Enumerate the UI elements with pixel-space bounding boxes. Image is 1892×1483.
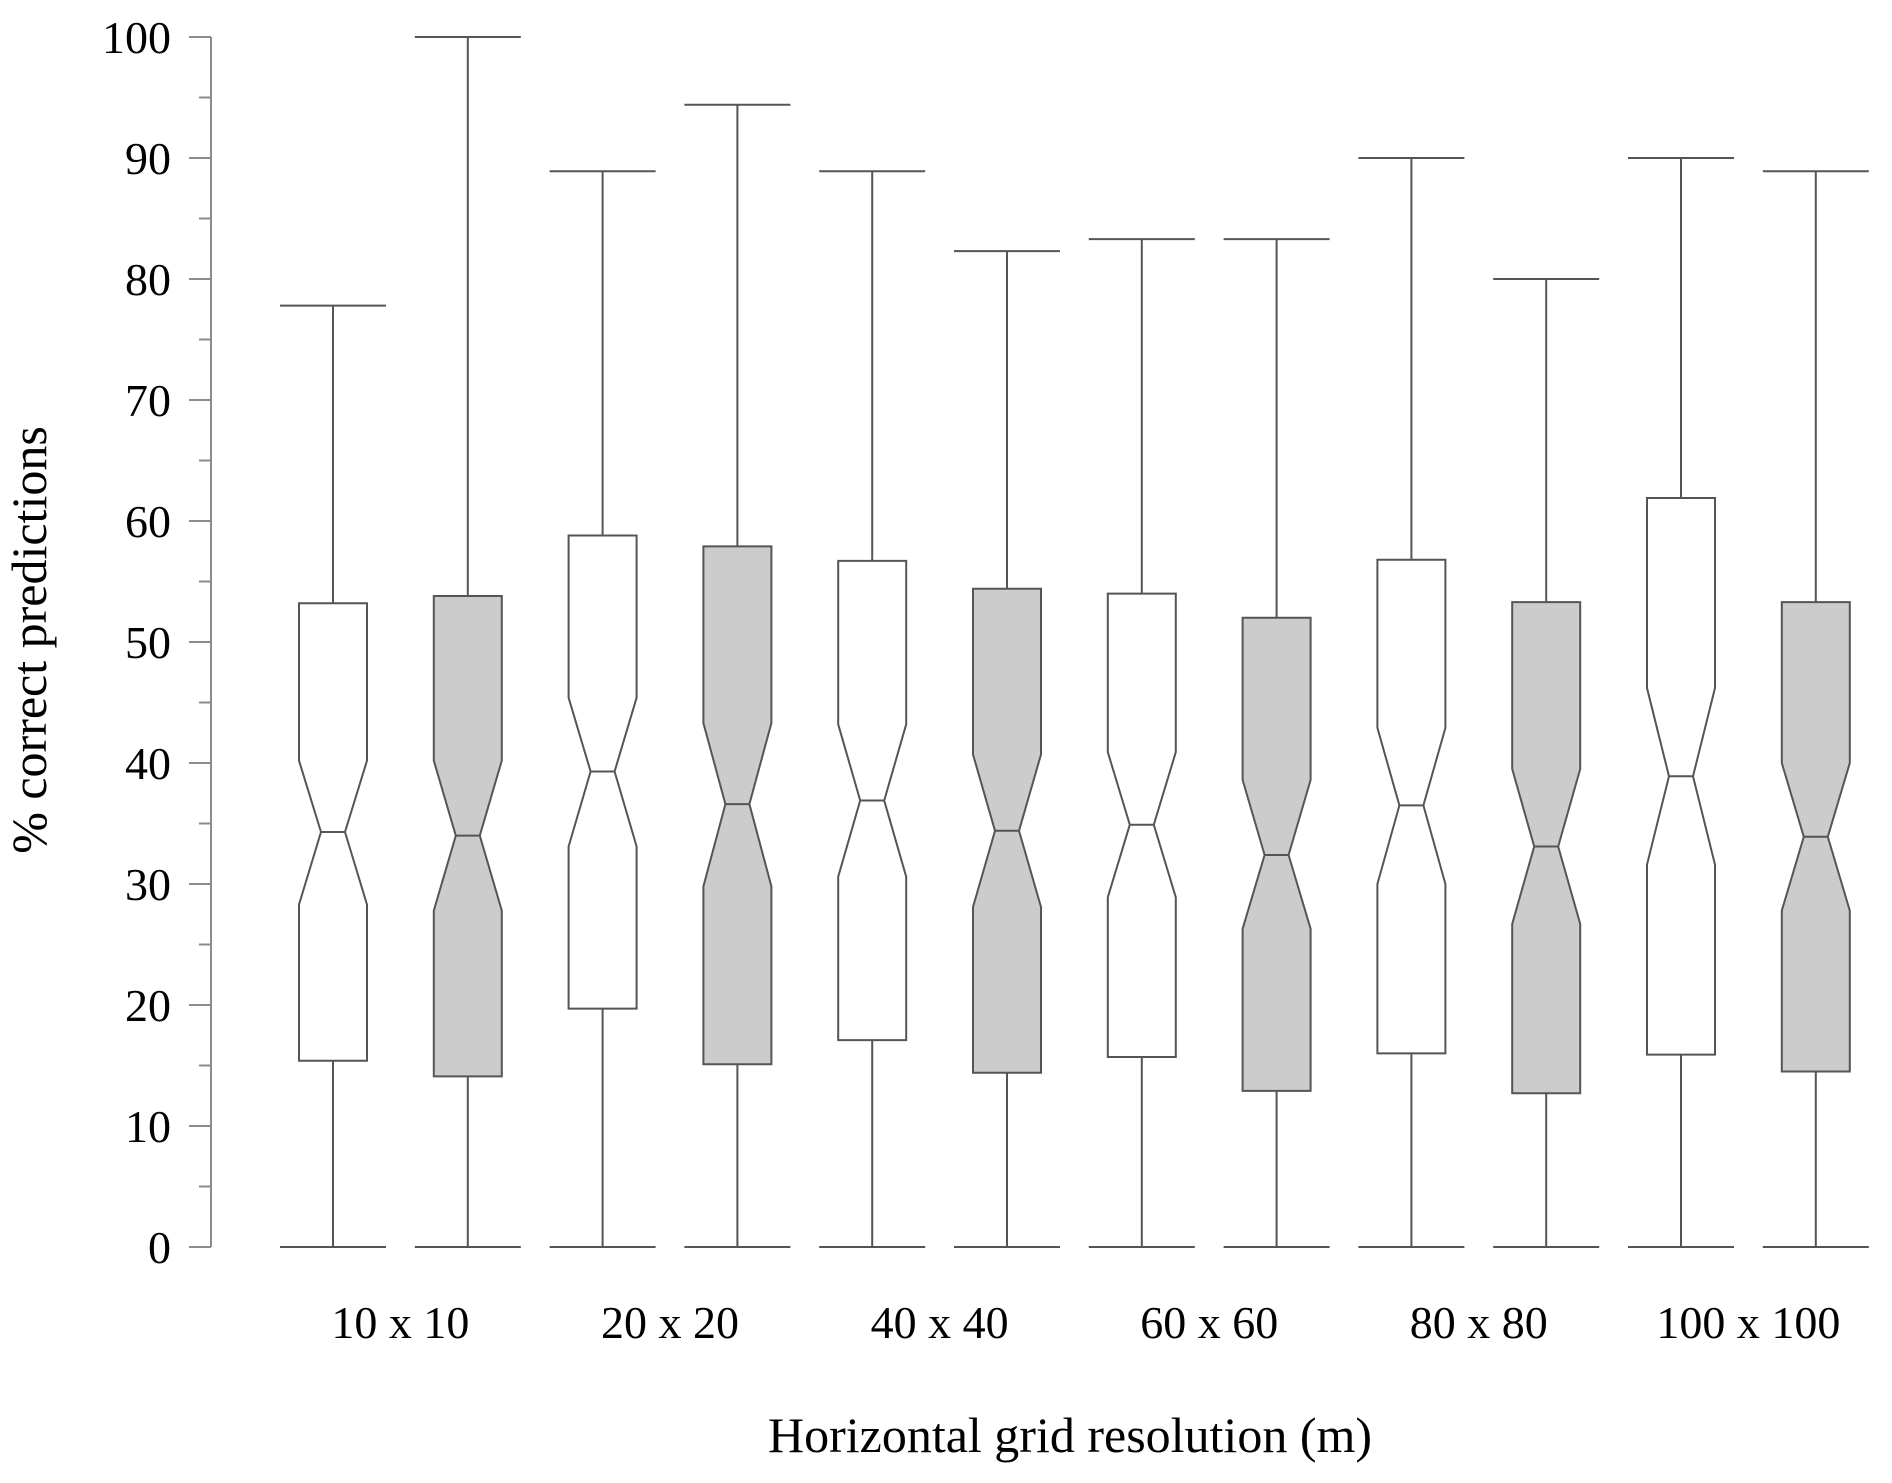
y-axis: 0 10 20 30 40 50 60 70 80 90 100 xyxy=(102,12,212,1273)
y-tick-label: 40 xyxy=(125,738,171,789)
x-category-label: 100 x 100 xyxy=(1656,1297,1840,1348)
x-axis-labels: 10 x 10 20 x 20 40 x 40 60 x 60 80 x 80 100 x… xyxy=(331,1297,1840,1348)
y-tick-label: 90 xyxy=(125,133,171,184)
x-category-label: 10 x 10 xyxy=(331,1297,469,1348)
box-2 xyxy=(549,170,656,1248)
box-7 xyxy=(1223,238,1330,1248)
y-tick-label: 80 xyxy=(125,254,171,305)
box-4 xyxy=(819,170,926,1248)
box-1 xyxy=(414,36,521,1248)
y-axis-title: % correct predictions xyxy=(1,426,57,854)
box-series xyxy=(280,36,1869,1248)
box-6 xyxy=(1088,238,1195,1248)
x-category-label: 20 x 20 xyxy=(601,1297,739,1348)
box-3 xyxy=(684,103,791,1248)
notched-box xyxy=(1511,601,1582,1095)
box-9 xyxy=(1493,278,1600,1248)
y-tick-label: 10 xyxy=(125,1101,171,1152)
y-tick-label: 70 xyxy=(125,375,171,426)
box-5 xyxy=(954,250,1060,1248)
box-10 xyxy=(1628,157,1734,1248)
x-category-label: 80 x 80 xyxy=(1410,1297,1548,1348)
y-tick-label: 20 xyxy=(125,980,171,1031)
notched-box xyxy=(1376,558,1447,1055)
y-tick-label: 50 xyxy=(125,617,171,668)
y-tick-label: 0 xyxy=(148,1222,171,1273)
y-tick-label: 30 xyxy=(125,859,171,910)
y-tick-label: 60 xyxy=(125,496,171,547)
x-category-label: 60 x 60 xyxy=(1140,1297,1278,1348)
box-11 xyxy=(1762,170,1869,1248)
x-axis-title: Horizontal grid resolution (m) xyxy=(768,1407,1372,1463)
box-0 xyxy=(280,304,386,1248)
x-category-label: 40 x 40 xyxy=(871,1297,1009,1348)
notched-box xyxy=(702,545,773,1066)
y-tick-label: 100 xyxy=(102,12,171,63)
box-8 xyxy=(1358,157,1465,1248)
